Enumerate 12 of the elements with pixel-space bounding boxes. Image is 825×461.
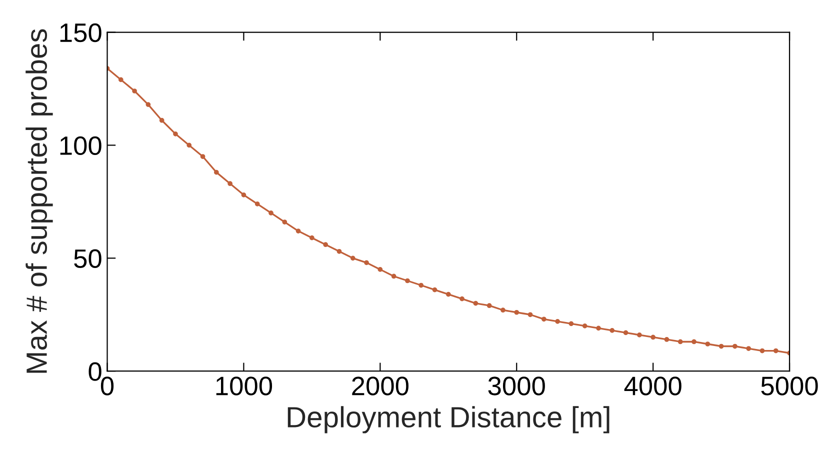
y-tick-label: 0 xyxy=(88,362,102,381)
y-tick-label: 50 xyxy=(74,249,102,268)
x-tick-label: 2000 xyxy=(352,376,408,396)
y-tick-label: 100 xyxy=(60,136,102,156)
x-axis-title: Deployment Distance [m] xyxy=(288,406,610,434)
y-axis-title: Max # of supported probes xyxy=(26,29,53,373)
x-tick-label: 1000 xyxy=(216,376,272,396)
y-tick-label: 150 xyxy=(60,23,102,42)
x-tick-label: 0 xyxy=(100,376,114,396)
x-tick-label: 3000 xyxy=(488,376,545,396)
x-tick-label: 5000 xyxy=(761,376,818,396)
x-tick-label: 4000 xyxy=(624,376,682,396)
